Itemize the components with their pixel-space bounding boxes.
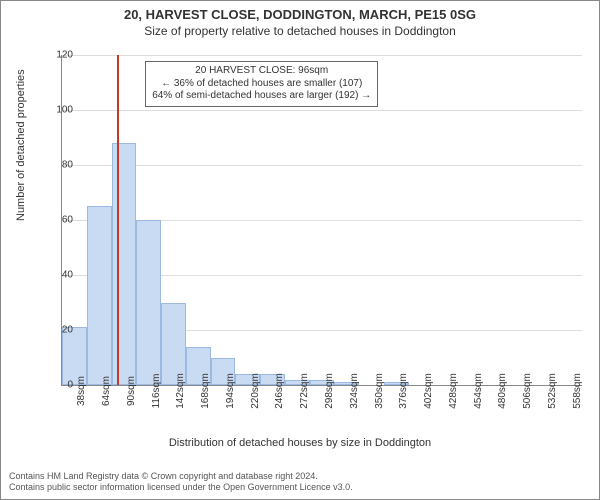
x-tick-label: 116sqm <box>151 374 162 409</box>
chart-container: 20, HARVEST CLOSE, DODDINGTON, MARCH, PE… <box>0 0 600 500</box>
x-tick-label: 558sqm <box>572 373 583 409</box>
x-tick-label: 246sqm <box>274 373 285 409</box>
info-line: 20 HARVEST CLOSE: 96sqm <box>152 65 371 78</box>
y-tick-label: 40 <box>33 270 73 281</box>
title-area: 20, HARVEST CLOSE, DODDINGTON, MARCH, PE… <box>1 1 599 38</box>
credits: Contains HM Land Registry data © Crown c… <box>9 471 353 494</box>
x-tick-label: 168sqm <box>200 373 211 409</box>
plot-area: 20 HARVEST CLOSE: 96sqm← 36% of detached… <box>61 55 582 386</box>
y-axis-label: Number of detached properties <box>15 69 27 221</box>
x-tick-label: 376sqm <box>398 373 409 409</box>
x-tick-label: 506sqm <box>522 373 533 409</box>
gridline <box>62 165 582 166</box>
x-tick-label: 142sqm <box>175 373 186 409</box>
x-tick-label: 454sqm <box>473 373 484 409</box>
x-tick-label: 90sqm <box>126 376 137 406</box>
y-tick-label: 100 <box>33 105 73 116</box>
y-tick-label: 20 <box>33 325 73 336</box>
x-tick-label: 350sqm <box>374 373 385 409</box>
x-tick-label: 324sqm <box>349 373 360 409</box>
info-line: 64% of semi-detached houses are larger (… <box>152 90 371 103</box>
histogram-bar <box>87 206 112 385</box>
x-tick-label: 194sqm <box>225 373 236 409</box>
gridline <box>62 55 582 56</box>
address-title: 20, HARVEST CLOSE, DODDINGTON, MARCH, PE… <box>1 7 599 22</box>
info-callout: 20 HARVEST CLOSE: 96sqm← 36% of detached… <box>145 61 378 107</box>
x-tick-label: 402sqm <box>423 373 434 409</box>
gridline <box>62 110 582 111</box>
x-tick-label: 532sqm <box>547 373 558 409</box>
x-tick-label: 38sqm <box>76 376 87 406</box>
reference-line <box>117 55 119 385</box>
histogram-bar <box>136 220 161 385</box>
info-line: ← 36% of detached houses are smaller (10… <box>152 78 371 91</box>
credit-line: Contains HM Land Registry data © Crown c… <box>9 471 353 482</box>
subtitle: Size of property relative to detached ho… <box>1 24 599 38</box>
y-tick-label: 0 <box>33 380 73 391</box>
x-tick-label: 428sqm <box>448 373 459 409</box>
x-tick-label: 480sqm <box>497 373 508 409</box>
x-tick-label: 220sqm <box>250 373 261 409</box>
credit-line: Contains public sector information licen… <box>9 482 353 493</box>
y-tick-label: 80 <box>33 160 73 171</box>
y-tick-label: 60 <box>33 215 73 226</box>
x-tick-label: 298sqm <box>324 373 335 409</box>
x-axis-label: Distribution of detached houses by size … <box>1 437 599 449</box>
y-tick-label: 120 <box>33 50 73 61</box>
x-tick-label: 64sqm <box>101 376 112 406</box>
histogram-bar <box>112 143 137 385</box>
x-tick-label: 272sqm <box>299 373 310 409</box>
